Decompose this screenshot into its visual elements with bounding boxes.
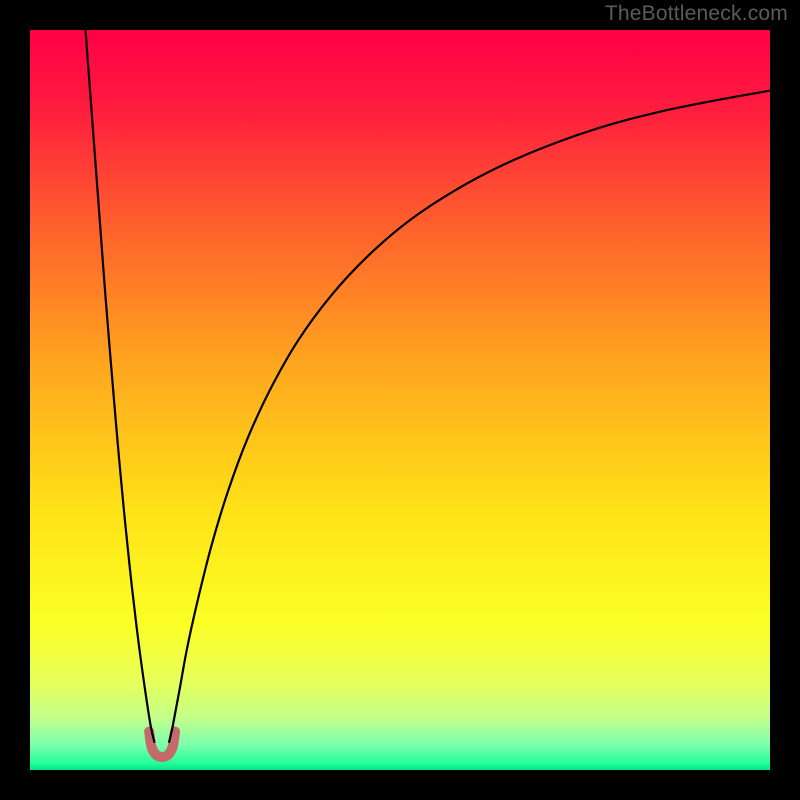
plot-area — [30, 30, 770, 770]
curve-layer — [30, 30, 770, 770]
watermark-text: TheBottleneck.com — [605, 2, 788, 26]
chart-container: TheBottleneck.com — [0, 0, 800, 800]
curve-right — [169, 91, 770, 742]
curve-left — [86, 30, 155, 742]
